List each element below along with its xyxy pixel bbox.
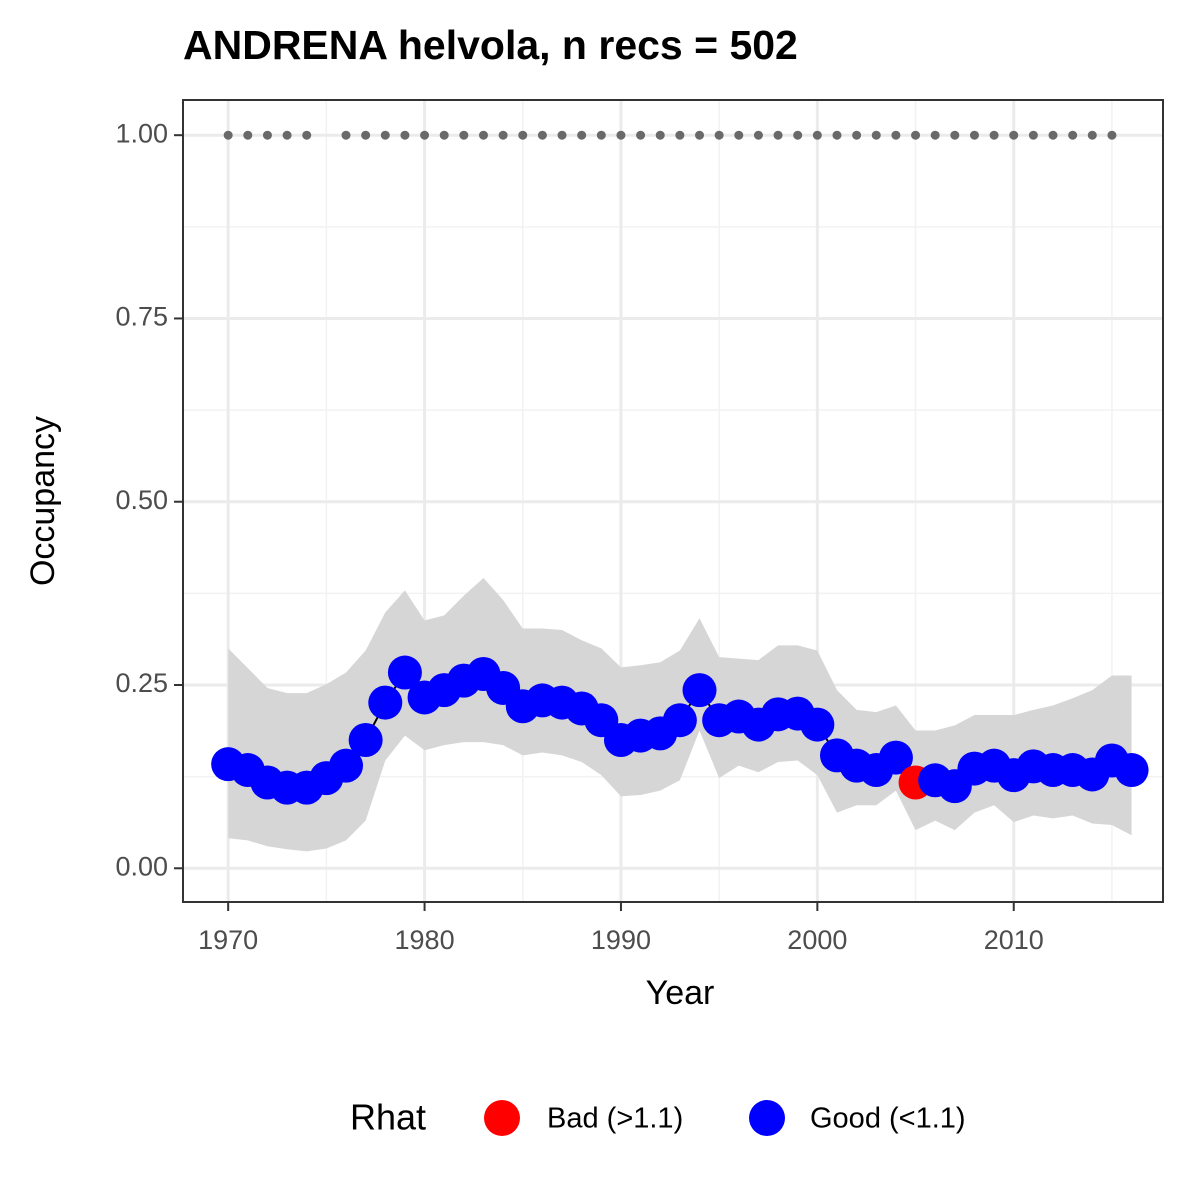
- plot-border: [182, 99, 1164, 903]
- record-dot: [1048, 130, 1058, 140]
- record-dot: [439, 130, 449, 140]
- point: [329, 748, 364, 783]
- legend-label: Good (<1.1): [810, 1103, 966, 1135]
- record-dot: [1068, 130, 1078, 140]
- record-dot: [577, 130, 587, 140]
- record-dot: [616, 130, 626, 140]
- legend-swatch: [749, 1100, 785, 1136]
- record-dot: [557, 130, 567, 140]
- record-dot: [655, 130, 665, 140]
- record-dot: [636, 130, 646, 140]
- chart-title: ANDRENA helvola, n recs = 502: [183, 22, 798, 68]
- record-dot: [871, 130, 881, 140]
- record-dot: [695, 130, 705, 140]
- y-tick-label: 1.00: [115, 118, 168, 148]
- legend-title: Rhat: [350, 1097, 426, 1138]
- record-dot: [852, 130, 862, 140]
- record-dot: [302, 130, 312, 140]
- y-tick-label: 0.25: [115, 668, 168, 698]
- record-dot: [223, 130, 233, 140]
- record-dot: [734, 130, 744, 140]
- point: [368, 685, 403, 720]
- record-dot: [518, 130, 528, 140]
- record-dot: [361, 130, 371, 140]
- record-dot: [989, 130, 999, 140]
- record-dot: [537, 130, 547, 140]
- record-dot: [1087, 130, 1097, 140]
- x-tick-label: 1980: [395, 925, 455, 955]
- y-axis-label: Occupancy: [24, 416, 62, 586]
- record-dot: [478, 130, 488, 140]
- record-dot: [1107, 130, 1117, 140]
- record-dot: [793, 130, 803, 140]
- legend-label: Bad (>1.1): [547, 1103, 683, 1135]
- point: [682, 673, 717, 708]
- y-tick-label: 0.75: [115, 302, 168, 332]
- record-dot: [950, 130, 960, 140]
- record-dot: [714, 130, 724, 140]
- record-dot: [400, 130, 410, 140]
- x-tick-label: 2000: [787, 925, 847, 955]
- record-dot: [911, 130, 921, 140]
- record-dot: [420, 130, 430, 140]
- x-tick-label: 1990: [591, 925, 651, 955]
- record-dot: [262, 130, 272, 140]
- record-dot: [243, 130, 253, 140]
- point: [348, 722, 383, 757]
- record-dot: [891, 130, 901, 140]
- x-tick-label: 2010: [984, 925, 1044, 955]
- point: [387, 655, 422, 690]
- point: [800, 707, 835, 742]
- legend-swatch: [484, 1100, 520, 1136]
- point: [662, 703, 697, 738]
- record-dot: [596, 130, 606, 140]
- point: [878, 740, 913, 775]
- record-dot: [498, 130, 508, 140]
- x-tick-label: 1970: [198, 925, 258, 955]
- record-dot: [812, 130, 822, 140]
- record-dot: [969, 130, 979, 140]
- record-dot: [341, 130, 351, 140]
- record-dot: [930, 130, 940, 140]
- record-dot: [675, 130, 685, 140]
- y-tick-label: 0.00: [115, 851, 168, 881]
- y-tick-label: 0.50: [115, 485, 168, 515]
- record-dot: [459, 130, 469, 140]
- record-dot: [753, 130, 763, 140]
- record-dot: [282, 130, 292, 140]
- record-dot: [1028, 130, 1038, 140]
- record-dot: [380, 130, 390, 140]
- record-dot: [773, 130, 783, 140]
- point: [1114, 753, 1149, 788]
- record-dot: [832, 130, 842, 140]
- record-dot: [1009, 130, 1019, 140]
- x-axis-label: Year: [646, 974, 715, 1012]
